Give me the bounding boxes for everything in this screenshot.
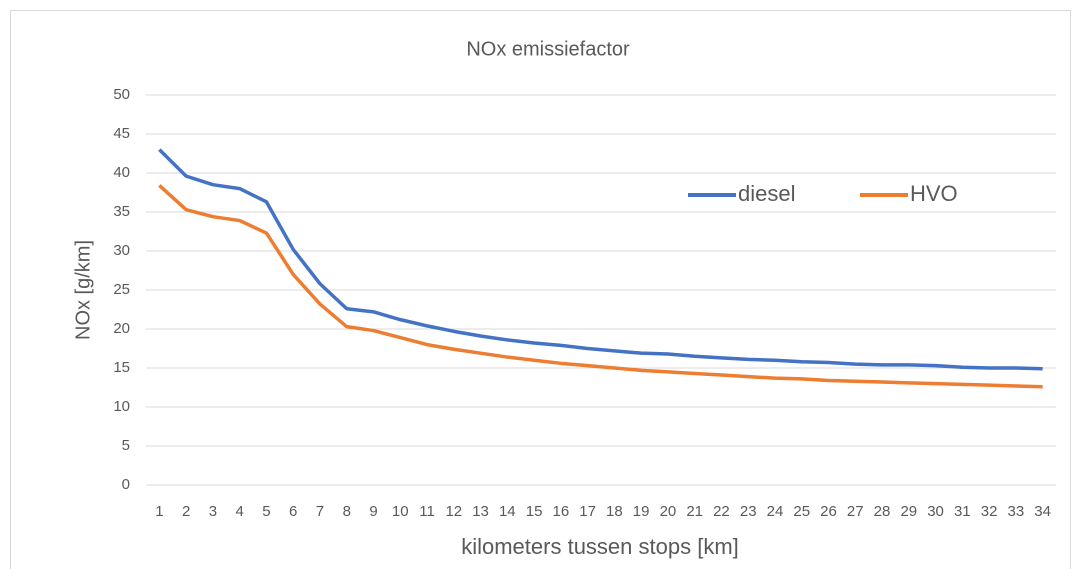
line-series (158, 184, 1043, 389)
line-series (158, 148, 1043, 371)
x-tick-label: 2 (182, 503, 190, 520)
x-tick-label: 5 (262, 503, 270, 520)
x-tick-label: 7 (316, 503, 324, 520)
x-tick-label: 29 (900, 503, 917, 520)
x-tick-label: 9 (369, 503, 377, 520)
x-tick-label: 12 (445, 503, 462, 520)
x-tick-label: 13 (472, 503, 489, 520)
x-tick-label: 8 (343, 503, 351, 520)
y-tick-label: 40 (113, 164, 130, 181)
y-tick-label: 15 (113, 359, 130, 376)
y-tick-label: 50 (113, 86, 130, 103)
x-tick-label: 18 (606, 503, 623, 520)
x-tick-label: 15 (526, 503, 543, 520)
x-tick-label: 21 (686, 503, 703, 520)
x-tick-label: 28 (874, 503, 891, 520)
x-tick-label: 33 (1008, 503, 1025, 520)
x-tick-label: 6 (289, 503, 297, 520)
x-tick-label: 23 (740, 503, 757, 520)
x-tick-label: 17 (579, 503, 596, 520)
x-axis-label: kilometers tussen stops [km] (461, 534, 739, 559)
x-tick-label: 16 (553, 503, 570, 520)
y-tick-label: 20 (113, 320, 130, 337)
y-tick-label: 45 (113, 125, 130, 142)
x-tick-label: 20 (660, 503, 677, 520)
x-tick-label: 31 (954, 503, 971, 520)
y-tick-label: 25 (113, 281, 130, 298)
x-tick-label: 25 (793, 503, 810, 520)
x-tick-label: 27 (847, 503, 864, 520)
x-tick-label: 14 (499, 503, 516, 520)
chart-title: NOx emissiefactor (466, 38, 630, 60)
legend-label: HVO (910, 181, 958, 206)
x-tick-label: 19 (633, 503, 650, 520)
y-tick-label: 35 (113, 203, 130, 220)
x-tick-label: 22 (713, 503, 730, 520)
legend-label: diesel (738, 181, 795, 206)
y-tick-label: 0 (122, 476, 130, 493)
x-tick-label: 34 (1034, 503, 1051, 520)
x-tick-label: 4 (236, 503, 244, 520)
x-tick-label: 24 (767, 503, 784, 520)
x-tick-label: 10 (392, 503, 409, 520)
x-tick-label: 26 (820, 503, 837, 520)
y-axis-label: NOx [g/km] (72, 240, 94, 340)
y-tick-label: 5 (122, 437, 130, 454)
x-tick-label: 1 (155, 503, 163, 520)
x-tick-label: 30 (927, 503, 944, 520)
x-tick-label: 32 (981, 503, 998, 520)
y-tick-label: 30 (113, 242, 130, 259)
y-tick-label: 10 (113, 398, 130, 415)
x-tick-label: 11 (419, 503, 435, 520)
x-tick-label: 3 (209, 503, 217, 520)
